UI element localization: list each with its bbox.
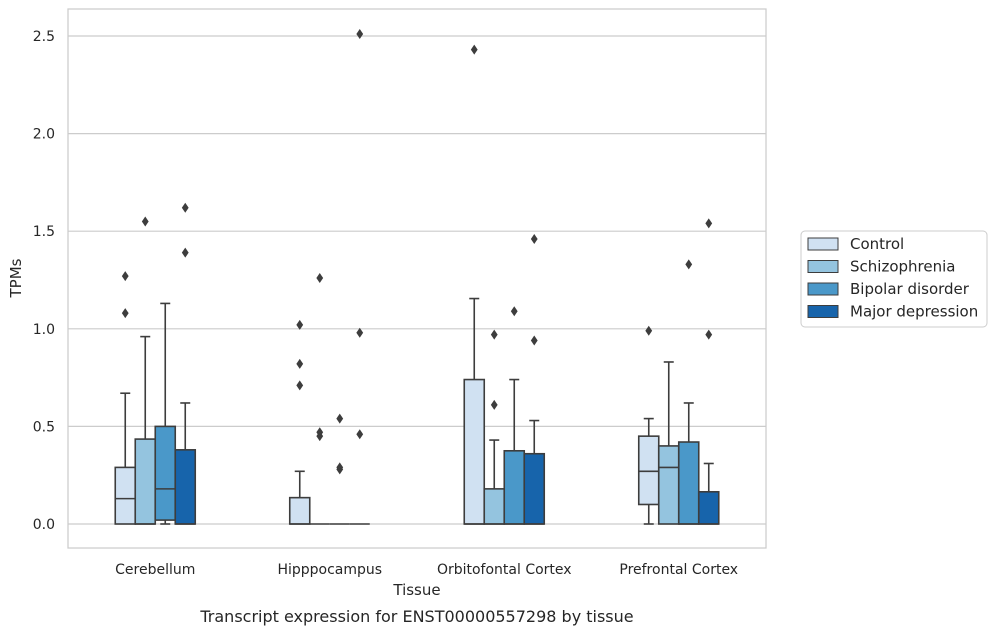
box-major-depression (697, 218, 720, 525)
outlier-point (490, 329, 498, 340)
outlier-point (530, 335, 538, 346)
outlier-point (356, 29, 364, 40)
box-major-depression (523, 234, 546, 525)
outlier-point (296, 380, 304, 391)
x-axis-label: Tissue (392, 581, 440, 599)
outlier-point (316, 427, 324, 438)
box-schizophrenia (483, 329, 506, 525)
box-iqr (154, 425, 177, 521)
box-control (463, 44, 486, 525)
y-tick-label: 2.5 (33, 29, 55, 45)
x-tick-labels: Cerebellum Hipppocampus Orbitofontal Corte… (115, 562, 738, 578)
box-iqr (114, 466, 137, 525)
outlier-point (336, 462, 344, 473)
outlier-point (121, 271, 129, 282)
x-tick-label: Cerebellum (115, 562, 195, 578)
box-iqr (697, 490, 720, 525)
y-tick-label: 1.0 (33, 322, 55, 338)
outlier-point (296, 358, 304, 369)
box-iqr (288, 496, 311, 525)
box-control (114, 271, 137, 525)
box-bipolar-disorder (677, 259, 700, 525)
y-tick-label: 1.5 (33, 224, 55, 240)
legend-label: Schizophrenia (850, 258, 955, 276)
outlier-point (356, 327, 364, 338)
box-major-depression (349, 29, 370, 525)
box-iqr (657, 445, 680, 525)
y-tick-label: 0.0 (33, 517, 55, 533)
box-iqr (463, 378, 486, 525)
outlier-point (705, 218, 713, 229)
legend: Control Schizophrenia Bipolar disorder Majo… (800, 230, 988, 328)
outlier-point (336, 413, 344, 424)
box-control (637, 325, 660, 525)
legend-swatch (807, 260, 839, 273)
box-control (288, 319, 311, 525)
box-iqr (637, 435, 660, 506)
chart-caption: Transcript expression for ENST0000055729… (199, 607, 633, 626)
legend-frame (800, 230, 988, 328)
box-groups (114, 29, 720, 525)
box-schizophrenia (657, 361, 680, 525)
box-iqr (523, 452, 546, 525)
box-iqr (677, 441, 700, 525)
outlier-point (490, 399, 498, 410)
y-axis-label: TPMs (7, 258, 25, 298)
box-iqr (134, 438, 157, 525)
legend-label: Control (850, 235, 904, 253)
y-tick-label: 2.0 (33, 127, 55, 143)
outlier-point (316, 273, 324, 284)
outlier-point (296, 319, 304, 330)
x-tick-label: Orbitofontal Cortex (437, 562, 572, 578)
legend-label: Bipolar disorder (850, 280, 970, 298)
box-iqr (174, 449, 197, 525)
outlier-point (530, 234, 538, 245)
box-iqr (483, 488, 506, 525)
box-schizophrenia (134, 216, 157, 525)
box-schizophrenia (309, 273, 330, 525)
outlier-point (685, 259, 693, 270)
x-tick-label: Hipppocampus (277, 562, 382, 578)
box-bipolar-disorder (154, 302, 177, 525)
legend-label: Major depression (850, 303, 978, 321)
box-iqr (503, 449, 526, 525)
outlier-point (470, 44, 478, 55)
box-major-depression (174, 202, 197, 525)
y-tick-label: 0.5 (33, 419, 55, 435)
outlier-point (181, 202, 189, 213)
outlier-point (645, 325, 653, 336)
outlier-point (705, 329, 713, 340)
legend-swatch (807, 305, 839, 318)
outlier-point (510, 306, 518, 317)
legend-swatch (807, 282, 839, 296)
box-bipolar-disorder (329, 413, 350, 525)
legend-swatch (807, 237, 839, 251)
x-tick-label: Prefrontal Cortex (619, 562, 738, 578)
outlier-point (356, 429, 364, 440)
plot-frame (67, 8, 767, 549)
outlier-point (181, 247, 189, 258)
outlier-point (141, 216, 149, 227)
outlier-point (121, 308, 129, 319)
y-tick-labels: 0.0 0.5 1.0 1.5 2.0 2.5 (33, 29, 55, 533)
box-bipolar-disorder (503, 306, 526, 525)
